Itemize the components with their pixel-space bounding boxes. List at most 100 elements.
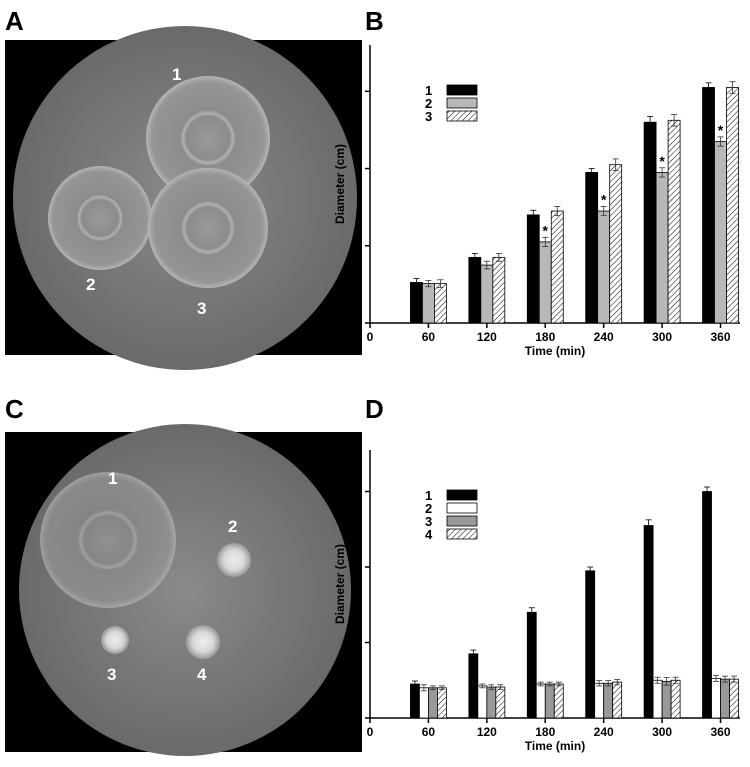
significance-marker: * bbox=[601, 191, 607, 207]
bar bbox=[550, 210, 564, 324]
x-tick-label: 360 bbox=[711, 330, 731, 344]
error-bar bbox=[438, 685, 445, 691]
bar bbox=[726, 87, 739, 324]
error-bar bbox=[654, 676, 661, 684]
photo-label: 2 bbox=[228, 517, 237, 536]
bar bbox=[667, 119, 681, 324]
x-tick-label: 60 bbox=[422, 330, 436, 344]
legend-label: 3 bbox=[425, 109, 432, 124]
legend-swatch bbox=[446, 502, 478, 514]
error-bar bbox=[645, 519, 652, 532]
y-tick-label: 2 bbox=[354, 239, 361, 253]
bar bbox=[410, 683, 420, 719]
x-tick-label: 120 bbox=[477, 330, 497, 344]
error-bar bbox=[588, 168, 595, 177]
x-tick-label: 300 bbox=[652, 725, 672, 739]
bar bbox=[422, 283, 435, 324]
x-tick-label: 120 bbox=[477, 725, 497, 739]
error-bar bbox=[497, 684, 504, 690]
y-tick-label: 0 bbox=[354, 711, 361, 725]
bar bbox=[612, 681, 623, 719]
bar bbox=[720, 678, 730, 719]
y-tick-label: 6 bbox=[354, 84, 361, 98]
y-tick-label: 0 bbox=[354, 316, 361, 330]
error-bar bbox=[528, 607, 535, 618]
error-bar bbox=[483, 260, 490, 270]
bar bbox=[480, 264, 494, 324]
y-axis-label: Diameter (cm) bbox=[333, 144, 347, 224]
x-tick-label: 60 bbox=[422, 725, 436, 739]
error-bar bbox=[587, 566, 594, 575]
error-bar bbox=[471, 253, 478, 262]
y-tick-label: 4 bbox=[354, 560, 361, 574]
x-tick-label: 180 bbox=[535, 725, 555, 739]
x-axis-label: Time (min) bbox=[525, 739, 585, 753]
panel-label: C bbox=[5, 394, 24, 424]
bar bbox=[655, 172, 669, 324]
bar bbox=[585, 570, 596, 719]
bar bbox=[702, 491, 712, 719]
bar bbox=[526, 611, 537, 719]
bar bbox=[495, 686, 506, 719]
error-bar bbox=[429, 685, 436, 691]
error-bar bbox=[663, 677, 670, 686]
legend-label: 1 bbox=[425, 488, 432, 503]
legend-label: 3 bbox=[425, 514, 432, 529]
y-axis-label: Diameter (cm) bbox=[333, 544, 347, 624]
bar bbox=[652, 679, 663, 719]
error-bar bbox=[717, 136, 724, 147]
x-tick-label: 300 bbox=[652, 330, 672, 344]
bar bbox=[643, 121, 657, 324]
error-bar bbox=[605, 680, 612, 687]
bar bbox=[437, 687, 447, 719]
error-bar bbox=[705, 82, 712, 93]
error-bar bbox=[479, 683, 486, 689]
legend-swatch bbox=[446, 110, 478, 122]
photo-label: 1 bbox=[108, 469, 117, 488]
significance-marker: * bbox=[718, 122, 724, 138]
error-bar bbox=[722, 675, 729, 683]
error-bar bbox=[554, 205, 561, 217]
bar bbox=[553, 683, 564, 719]
bar bbox=[702, 87, 715, 324]
bar bbox=[661, 680, 672, 719]
bar bbox=[711, 677, 721, 719]
bar bbox=[729, 678, 739, 719]
bar bbox=[428, 687, 438, 719]
error-bar bbox=[546, 681, 553, 687]
legend-label: 2 bbox=[425, 501, 432, 516]
error-bar bbox=[488, 684, 495, 690]
legend-swatch bbox=[446, 528, 478, 540]
bar bbox=[643, 525, 654, 719]
bar bbox=[419, 687, 429, 719]
bar bbox=[492, 256, 506, 324]
bar bbox=[410, 282, 423, 324]
bar bbox=[538, 241, 552, 324]
y-tick-label: 6 bbox=[354, 485, 361, 499]
bar bbox=[609, 164, 623, 324]
x-tick-label: 0 bbox=[367, 725, 374, 739]
x-tick-label: 0 bbox=[367, 330, 374, 344]
bar bbox=[434, 283, 447, 324]
photo-a: 1 2 3 bbox=[5, 26, 362, 370]
bar bbox=[468, 653, 479, 719]
error-bar bbox=[612, 158, 619, 171]
error-bar bbox=[555, 681, 562, 687]
error-bar bbox=[495, 253, 502, 262]
error-bar bbox=[425, 280, 432, 288]
error-bar bbox=[600, 205, 607, 217]
legend-label: 2 bbox=[425, 96, 432, 111]
photo-label: 3 bbox=[107, 665, 116, 684]
error-bar bbox=[542, 236, 549, 247]
error-bar bbox=[713, 674, 720, 682]
error-bar bbox=[659, 167, 666, 178]
photo-label: 2 bbox=[86, 275, 95, 294]
legend-swatch bbox=[446, 84, 478, 96]
legend-swatch bbox=[446, 489, 478, 501]
error-bar bbox=[704, 486, 711, 497]
bar bbox=[544, 683, 555, 719]
significance-marker: * bbox=[543, 222, 549, 238]
legend-label: 4 bbox=[425, 527, 433, 542]
panel-label: D bbox=[365, 394, 384, 424]
